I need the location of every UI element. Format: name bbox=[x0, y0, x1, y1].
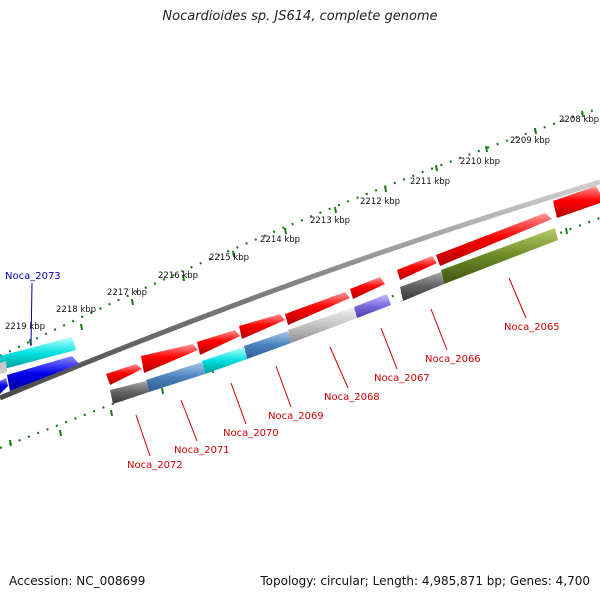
cds-arrow bbox=[397, 256, 437, 280]
gene-label-noca-2065: Noca_2065 bbox=[504, 322, 560, 333]
gene-label-noca-2073: Noca_2073 bbox=[5, 271, 61, 282]
tick-label-2209: 2209 kbp bbox=[510, 136, 550, 146]
cds-arrow bbox=[7, 356, 79, 391]
cds-bar bbox=[244, 331, 291, 359]
cds-bar bbox=[110, 381, 149, 404]
tick-label-2217: 2217 kbp bbox=[107, 288, 147, 298]
cds-bar bbox=[441, 228, 558, 284]
cds-arrow bbox=[553, 186, 600, 218]
cds-arrow bbox=[350, 277, 385, 299]
tick-label-2219: 2219 kbp bbox=[5, 322, 45, 332]
forward-cds-track bbox=[106, 186, 600, 385]
cds-arrow bbox=[0, 378, 8, 394]
gene-label-noca-2070: Noca_2070 bbox=[223, 428, 279, 439]
gene-label-noca-2067: Noca_2067 bbox=[374, 373, 430, 384]
cds-arrow bbox=[239, 314, 285, 339]
accession-text: Accession: NC_008699 bbox=[9, 574, 146, 588]
cds-bar bbox=[0, 337, 76, 370]
gene-labels: Noca_2065 Noca_2066 Noca_2067 Noca_2068 … bbox=[5, 271, 560, 471]
gene-label-noca-2068: Noca_2068 bbox=[324, 392, 380, 403]
tick-label-2214: 2214 kbp bbox=[260, 235, 300, 245]
map-title: Nocardioides sp. JS614, complete genome bbox=[162, 9, 438, 24]
cds-arrow bbox=[141, 344, 198, 373]
cds-arrow bbox=[436, 213, 552, 266]
tick-label-2216: 2216 kbp bbox=[158, 271, 198, 281]
gene-label-noca-2066: Noca_2066 bbox=[425, 354, 481, 365]
colored-cds-track bbox=[110, 228, 558, 404]
cds-arrow bbox=[197, 330, 240, 355]
tick-label-2218: 2218 kbp bbox=[56, 305, 96, 315]
cds-bar bbox=[354, 294, 391, 318]
tick-label-2213: 2213 kbp bbox=[310, 216, 350, 226]
tick-label-2210: 2210 kbp bbox=[460, 157, 500, 167]
axis-tick-labels: 2208 kbp 2209 kbp 2210 kbp 2211 kbp 2212… bbox=[5, 115, 599, 332]
cds-bar bbox=[0, 361, 7, 374]
cds-bar bbox=[400, 272, 444, 301]
outer-major-ticks bbox=[29, 110, 584, 346]
cds-arrow bbox=[285, 292, 350, 325]
tick-label-2208: 2208 kbp bbox=[559, 115, 599, 125]
cds-bar bbox=[202, 347, 247, 374]
label-leader-lines bbox=[30, 277, 527, 457]
gene-label-noca-2071: Noca_2071 bbox=[174, 445, 230, 456]
gene-label-noca-2069: Noca_2069 bbox=[268, 411, 324, 422]
genome-backbone bbox=[0, 179, 600, 401]
tick-label-2215: 2215 kbp bbox=[209, 253, 249, 263]
left-cds-track bbox=[0, 337, 79, 394]
cds-bar bbox=[288, 307, 357, 343]
topology-text: Topology: circular; Length: 4,985,871 bp… bbox=[260, 574, 590, 588]
gene-label-noca-2072: Noca_2072 bbox=[127, 460, 183, 471]
tick-label-2212: 2212 kbp bbox=[360, 197, 400, 207]
cds-bar bbox=[146, 362, 205, 392]
tick-label-2211: 2211 kbp bbox=[410, 177, 450, 187]
cds-arrow bbox=[106, 364, 142, 385]
